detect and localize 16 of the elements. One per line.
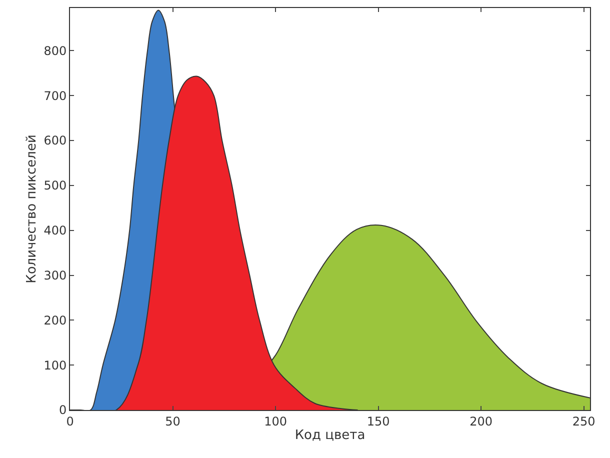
- x-tick-label: 250: [572, 414, 596, 428]
- x-tick-label: 150: [366, 414, 390, 428]
- x-tick-label: 200: [470, 414, 493, 428]
- x-tick-label: 100: [264, 414, 287, 428]
- x-tick-label: 50: [165, 414, 180, 428]
- y-tick-label: 400: [44, 224, 67, 238]
- y-tick-label: 200: [44, 313, 67, 328]
- y-tick-label: 800: [44, 44, 67, 58]
- y-tick-label: 100: [44, 358, 67, 372]
- y-tick-label: 700: [44, 88, 67, 103]
- x-axis-title: Код цвета: [294, 428, 366, 443]
- y-tick-label: 500: [44, 178, 67, 193]
- y-tick-label: 300: [44, 268, 67, 282]
- y-tick-label: 600: [44, 134, 67, 148]
- y-axis-title: Количество пикселей: [24, 134, 40, 284]
- y-tick-label: 0: [58, 403, 67, 418]
